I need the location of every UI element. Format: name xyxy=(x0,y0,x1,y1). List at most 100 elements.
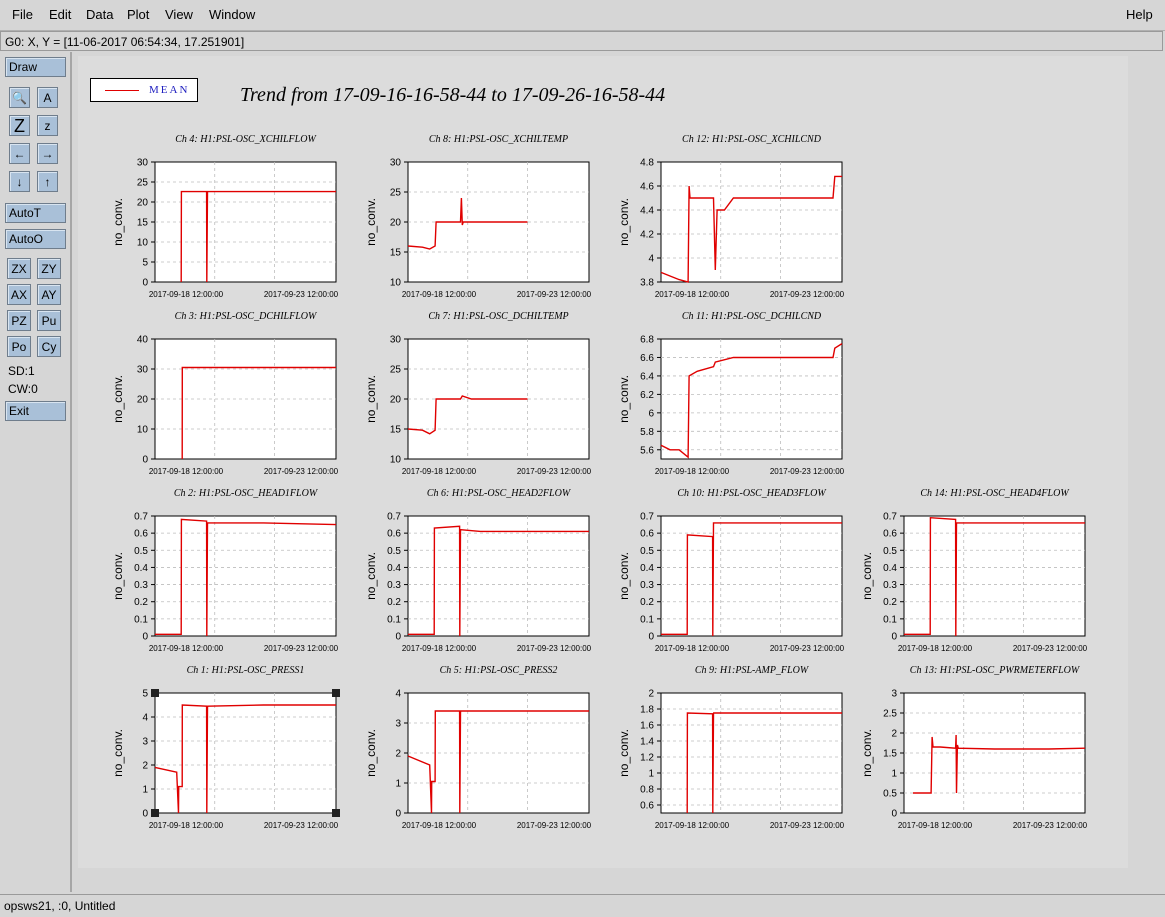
menu-data[interactable]: Data xyxy=(86,7,114,22)
y-tick-label: 0 xyxy=(142,632,148,643)
chart-panel: Ch 6: H1:PSL-OSC_HEAD2FLOW 0 0.1 0.2 0.3 0.4 0… xyxy=(364,488,592,653)
y-tick-label: 0.2 xyxy=(640,597,654,608)
menu-help[interactable]: Help xyxy=(1126,7,1153,22)
y-tick-label: 0.5 xyxy=(883,789,897,800)
x-tick-label: 2017-09-23 12:00:00 xyxy=(770,290,845,299)
y-axis-label: no_conv. xyxy=(364,729,378,777)
series-mean-line xyxy=(408,525,589,637)
legend-swatch xyxy=(105,90,139,91)
magnify-icon[interactable]: 🔍 xyxy=(9,87,30,108)
zoom-small-icon[interactable]: z xyxy=(37,115,58,136)
zoom-large-icon[interactable]: Z xyxy=(9,115,30,136)
menu-edit[interactable]: Edit xyxy=(49,7,72,22)
y-tick-label: 0.2 xyxy=(134,597,148,608)
chart-panel: Ch 9: H1:PSL-AMP_FLOW 0.6 0.8 1 1.2 1.4 1.6 1.8… xyxy=(617,665,845,830)
y-tick-label: 6.4 xyxy=(640,371,654,382)
autot-button[interactable]: AutoT xyxy=(5,203,66,223)
arrow-down-icon[interactable]: ↓ xyxy=(9,171,30,192)
y-axis-label: no_conv. xyxy=(617,552,631,600)
chart-title: Ch 13: H1:PSL-OSC_PWRMETERFLOW xyxy=(910,665,1081,676)
y-tick-label: 1.2 xyxy=(640,753,654,764)
series-mean-line xyxy=(407,197,528,250)
x-tick-label: 2017-09-18 12:00:00 xyxy=(655,467,730,476)
y-tick-label: 5 xyxy=(142,258,148,269)
y-tick-label: 1 xyxy=(891,769,897,780)
y-tick-label: 30 xyxy=(137,158,149,169)
pz-button[interactable]: PZ xyxy=(7,310,31,331)
selection-handle xyxy=(332,809,340,817)
y-tick-label: 0.3 xyxy=(640,580,654,591)
y-axis-label: no_conv. xyxy=(111,729,125,777)
x-tick-label: 2017-09-18 12:00:00 xyxy=(655,821,730,830)
y-axis-label: no_conv. xyxy=(111,552,125,600)
chart-title: Ch 12: H1:PSL-OSC_XCHILCND xyxy=(682,134,822,145)
y-axis-label: no_conv. xyxy=(364,198,378,246)
series-mean-line xyxy=(181,366,336,460)
menu-file[interactable]: File xyxy=(12,7,33,22)
series-mean-line xyxy=(180,190,336,283)
autoo-button[interactable]: AutoO xyxy=(5,229,66,249)
zx-button[interactable]: ZX xyxy=(7,258,31,279)
draw-button[interactable]: Draw xyxy=(5,57,66,77)
x-tick-label: 2017-09-23 12:00:00 xyxy=(1013,644,1088,653)
chart-title: Ch 14: H1:PSL-OSC_HEAD4FLOW xyxy=(920,488,1070,499)
chart-panel: Ch 7: H1:PSL-OSC_DCHILTEMP 10 15 20 25 30 2017… xyxy=(364,311,592,476)
chart-title: Ch 10: H1:PSL-OSC_HEAD3FLOW xyxy=(677,488,827,499)
arrow-up-icon[interactable]: ↑ xyxy=(37,171,58,192)
ax-button[interactable]: AX xyxy=(7,284,31,305)
y-axis-label: no_conv. xyxy=(617,729,631,777)
x-tick-label: 2017-09-23 12:00:00 xyxy=(770,644,845,653)
chart-title: Ch 7: H1:PSL-OSC_DCHILTEMP xyxy=(428,311,568,322)
x-tick-label: 2017-09-18 12:00:00 xyxy=(149,290,224,299)
chart-title: Ch 8: H1:PSL-OSC_XCHILTEMP xyxy=(429,134,568,145)
y-tick-label: 0.6 xyxy=(640,529,654,540)
y-tick-label: 4.4 xyxy=(640,206,654,217)
chart-panel: Ch 1: H1:PSL-OSC_PRESS1 0 1 2 3 4 5 2017-09-18 … xyxy=(111,665,340,830)
status-bar: opsws21, :0, Untitled xyxy=(0,894,1165,916)
x-tick-label: 2017-09-18 12:00:00 xyxy=(898,821,973,830)
chart-title: Ch 3: H1:PSL-OSC_DCHILFLOW xyxy=(175,311,318,322)
menu-plot[interactable]: Plot xyxy=(127,7,150,22)
y-tick-label: 0.1 xyxy=(640,614,654,625)
y-tick-label: 0.8 xyxy=(640,785,654,796)
plot-frame xyxy=(407,515,590,637)
y-tick-label: 15 xyxy=(390,248,402,259)
exit-button[interactable]: Exit xyxy=(5,401,66,421)
y-axis-label: no_conv. xyxy=(111,198,125,246)
y-tick-label: 6.6 xyxy=(640,353,654,364)
x-tick-label: 2017-09-23 12:00:00 xyxy=(517,644,592,653)
plot-frame xyxy=(660,338,843,460)
y-tick-label: 2 xyxy=(648,689,654,700)
ay-button[interactable]: AY xyxy=(37,284,61,305)
y-tick-label: 6.2 xyxy=(640,390,654,401)
x-tick-label: 2017-09-18 12:00:00 xyxy=(149,467,224,476)
zy-button[interactable]: ZY xyxy=(37,258,61,279)
y-tick-label: 30 xyxy=(137,365,149,376)
y-tick-label: 30 xyxy=(390,335,402,346)
series-mean-line xyxy=(904,516,1085,637)
text-icon[interactable]: A xyxy=(37,87,58,108)
plot-frame xyxy=(660,692,843,814)
x-tick-label: 2017-09-18 12:00:00 xyxy=(655,290,730,299)
y-axis-label: no_conv. xyxy=(617,375,631,423)
pu-button[interactable]: Pu xyxy=(37,310,61,331)
x-tick-label: 2017-09-23 12:00:00 xyxy=(770,467,845,476)
menu-view[interactable]: View xyxy=(165,7,193,22)
y-tick-label: 0.3 xyxy=(387,580,401,591)
selection-handle xyxy=(151,809,159,817)
y-tick-label: 0 xyxy=(142,455,148,466)
arrow-left-icon[interactable]: ← xyxy=(9,143,30,164)
arrow-right-icon[interactable]: → xyxy=(37,143,58,164)
x-tick-label: 2017-09-23 12:00:00 xyxy=(517,821,592,830)
x-tick-label: 2017-09-18 12:00:00 xyxy=(655,644,730,653)
po-button[interactable]: Po xyxy=(7,336,31,357)
chart-panel: Ch 11: H1:PSL-OSC_DCHILCND 5.6 5.8 6 6.2 6.4 6… xyxy=(617,311,845,476)
y-tick-label: 2 xyxy=(395,749,401,760)
y-tick-label: 0.3 xyxy=(134,580,148,591)
y-tick-label: 20 xyxy=(137,395,149,406)
menu-window[interactable]: Window xyxy=(209,7,256,22)
y-tick-label: 0.7 xyxy=(640,512,654,523)
cy-button[interactable]: Cy xyxy=(37,336,61,357)
series-mean-line xyxy=(154,704,336,814)
y-tick-label: 0.7 xyxy=(883,512,897,523)
